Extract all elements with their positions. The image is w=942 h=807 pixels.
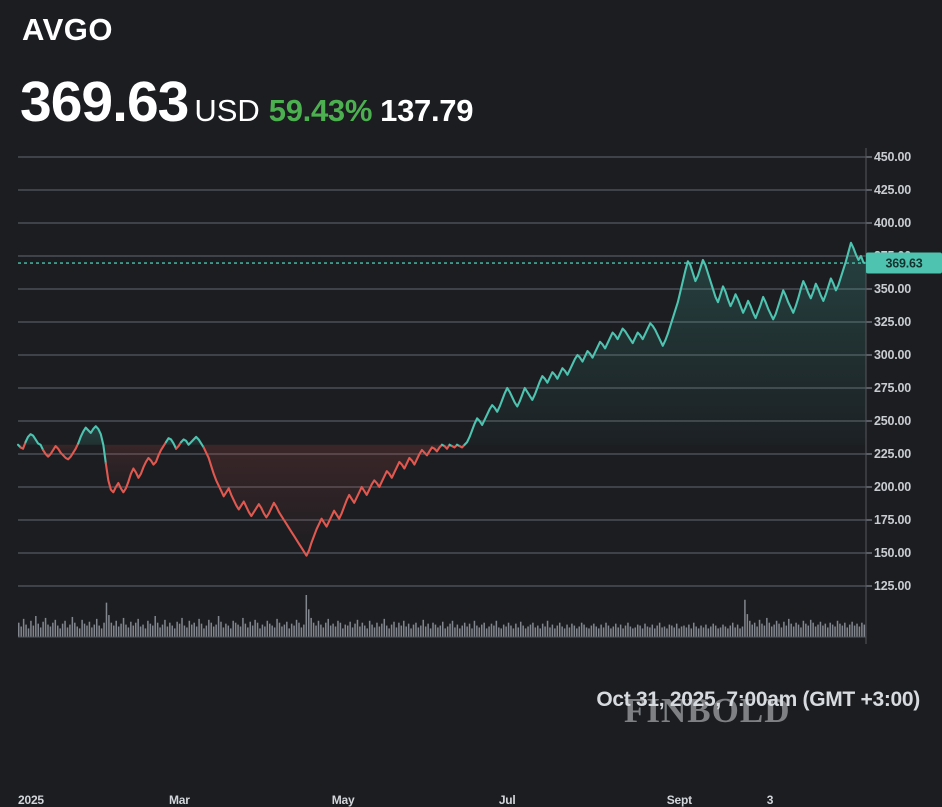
footer-timestamp: Oct 31, 2025, 7:00am (GMT +3:00) <box>596 688 920 711</box>
ticker-symbol: AVGO <box>22 12 113 47</box>
y-axis-tick: 325.00 <box>874 315 912 329</box>
y-axis-tick: 225.00 <box>874 447 912 461</box>
chart-volume-bars <box>18 595 866 637</box>
current-price: 369.63 <box>20 70 189 134</box>
y-axis-tick: 125.00 <box>874 579 912 593</box>
change-percent: 59.43% <box>268 93 373 128</box>
change-absolute: 137.79 <box>380 93 474 128</box>
chart-area-fill <box>18 242 866 556</box>
x-axis-tick: Mar <box>168 793 190 807</box>
y-axis-tick: 150.00 <box>874 546 912 560</box>
y-axis-tick: 250.00 <box>874 414 912 428</box>
x-axis-tick: 3 <box>766 793 774 807</box>
price-chart[interactable]: 450.00425.00400.00375.00350.00325.00300.… <box>0 148 942 807</box>
y-axis-tick: 200.00 <box>874 480 912 494</box>
y-axis-tick: 350.00 <box>874 282 912 296</box>
y-axis-tick: 425.00 <box>874 183 912 197</box>
y-axis-tick: 275.00 <box>874 381 912 395</box>
y-axis-tick: 400.00 <box>874 216 912 230</box>
y-axis-tick: 300.00 <box>874 348 912 362</box>
x-axis-tick: 2025 <box>18 793 44 807</box>
chart-price-line <box>16 241 868 557</box>
chart-canvas <box>16 148 872 644</box>
quote-header: AVGO 369.63 USD 59.43% 137.79 <box>0 0 942 148</box>
x-axis-tick: May <box>331 793 355 807</box>
currency-label: USD <box>194 93 260 128</box>
quote-summary-row: 369.63 USD 59.43% 137.79 <box>20 74 473 131</box>
y-axis-tick: 175.00 <box>874 513 912 527</box>
current-price-badge: 369.63 <box>866 252 942 274</box>
x-axis-tick: Jul <box>498 793 516 807</box>
x-axis-tick: Sept <box>666 793 692 807</box>
y-axis-tick: 450.00 <box>874 150 912 164</box>
